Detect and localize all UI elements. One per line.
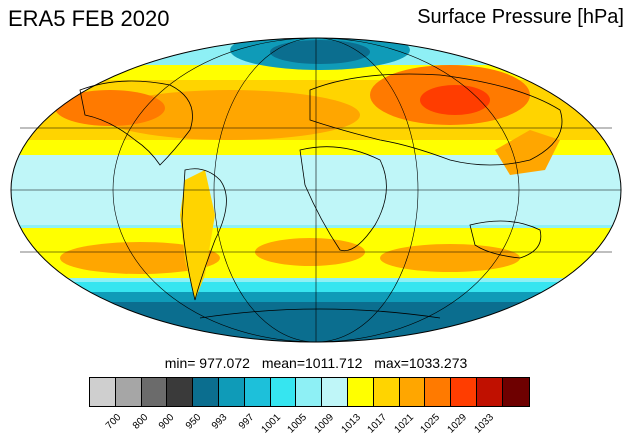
field-high-atlantic — [100, 90, 360, 140]
colorbar-swatch — [476, 378, 503, 406]
colorbar-swatch — [141, 378, 168, 406]
colorbar-tick-label: 997 — [236, 412, 257, 432]
colorbar-swatch — [502, 378, 529, 406]
colorbar-swatch — [347, 378, 374, 406]
colorbar-tick-label: 700 — [103, 412, 124, 432]
stats-line: min= 977.072 mean=1011.712 max=1033.273 — [0, 355, 632, 371]
colorbar-swatch — [296, 378, 323, 406]
colorbar-tick-label: 1021 — [392, 412, 416, 436]
colorbar-tick-label: 800 — [130, 412, 150, 432]
colorbar-swatch — [270, 378, 297, 406]
colorbar-swatch — [193, 378, 219, 406]
colorbar-tick-label: 1017 — [365, 412, 390, 436]
colorbar-tick-label: 1033 — [472, 412, 496, 436]
mean-value: mean=1011.712 — [261, 355, 363, 371]
min-value: min= 977.072 — [164, 355, 250, 371]
colorbar-tick-label: 900 — [156, 412, 177, 432]
field-high-south-pacific — [60, 242, 220, 274]
colorbar-tick-label: 1025 — [418, 412, 443, 436]
colorbar-swatch — [425, 378, 452, 406]
field-high-pacific — [55, 90, 165, 126]
colorbar-swatch — [451, 378, 477, 406]
coast-eurasia — [309, 73, 563, 166]
colorbar-swatch — [218, 378, 245, 406]
map-border — [10, 37, 622, 343]
field-high-indian — [380, 244, 520, 272]
colorbar-tick-label: 1009 — [312, 412, 337, 436]
field-high-siberia-core — [420, 85, 490, 115]
coast-africa — [299, 146, 387, 252]
colorbar-swatch — [322, 378, 348, 406]
colorbar-tick-label: 950 — [183, 412, 204, 432]
variable-title: Surface Pressure [hPa] — [417, 6, 624, 28]
graticule — [11, 37, 621, 343]
coast-antarctica — [199, 308, 441, 319]
colorbar-swatch — [115, 378, 142, 406]
colorbar-swatch — [399, 378, 426, 406]
colorbar-swatch — [373, 378, 400, 406]
colorbar-tick-label: 1029 — [445, 412, 470, 436]
colorbar-swatch — [90, 378, 116, 406]
colorbar-swatch — [244, 378, 271, 406]
colorbar-tick-label: 1001 — [259, 412, 283, 436]
colorbar-ticks: 700 800 900 950 993 997 1001 1005 1009 1013 1017 10… — [89, 408, 541, 438]
colorbar-tick-label: 1005 — [285, 412, 310, 436]
colorbar-tick-label: 1013 — [339, 412, 363, 436]
coast-australia — [469, 220, 542, 259]
dataset-title: ERA5 FEB 2020 — [8, 6, 170, 31]
coast-north-america — [79, 80, 193, 166]
colorbar-tick-label: 993 — [210, 412, 230, 432]
colorbar-swatch — [167, 378, 194, 406]
max-value: max=1033.273 — [374, 355, 468, 371]
field-andes — [180, 170, 215, 300]
field-low-arctic-core — [270, 40, 370, 64]
coast-south-america — [181, 168, 227, 301]
coastlines — [79, 73, 563, 319]
colorbar — [89, 377, 530, 407]
